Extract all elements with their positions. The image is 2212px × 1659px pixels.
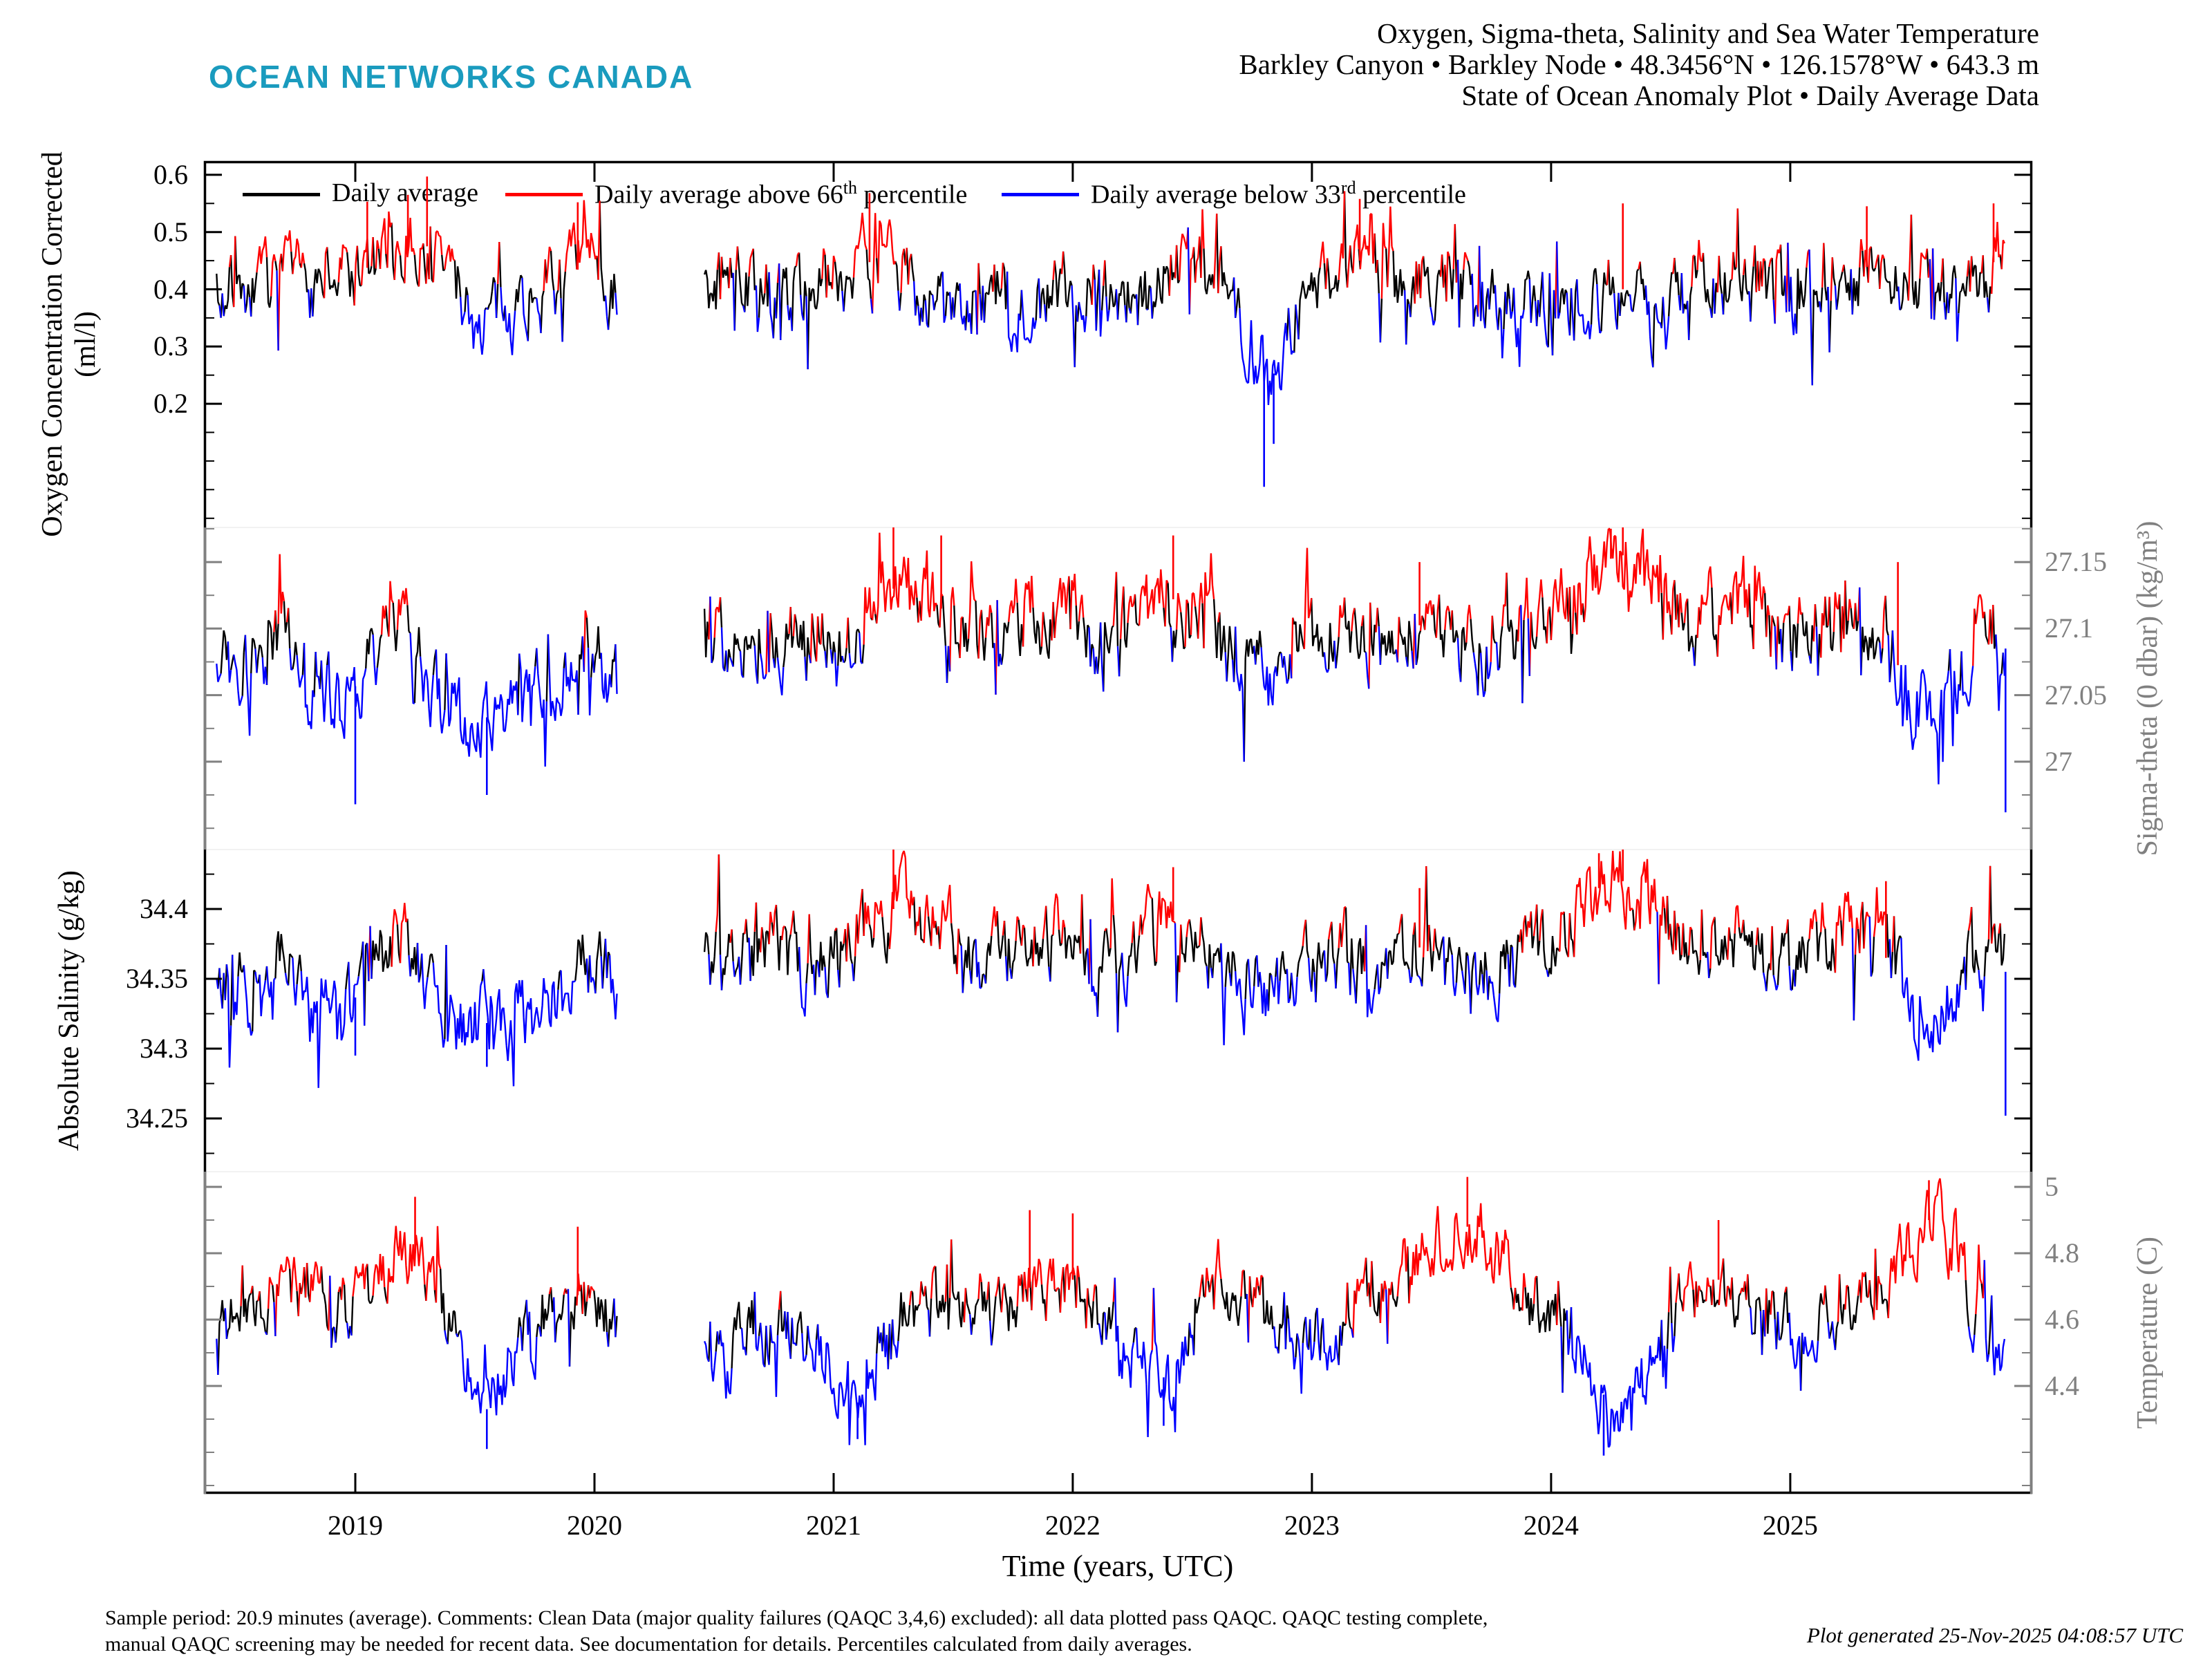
y-tick-label-temperature: 5 xyxy=(2045,1170,2059,1202)
y-tick-label-temperature: 4.6 xyxy=(2045,1303,2079,1335)
footer-line1: Sample period: 20.9 minutes (average). C… xyxy=(105,1606,1488,1629)
legend-label-daily-average: Daily average xyxy=(332,178,479,207)
x-tick-label-year: 2019 xyxy=(328,1510,383,1541)
x-axis-title: Time (years, UTC) xyxy=(1002,1549,1234,1583)
y-tick-label-sigma-theta: 27 xyxy=(2045,745,2072,777)
y-tick-label-sigma-theta: 27.05 xyxy=(2045,679,2107,711)
x-tick-label-year: 2023 xyxy=(1284,1510,1340,1541)
footer-comments: Sample period: 20.9 minutes (average). C… xyxy=(105,1605,1488,1658)
axis-title-temperature: Temperature (C) xyxy=(2132,1236,2164,1430)
plot-title-line1: Oxygen, Sigma-theta, Salinity and Sea Wa… xyxy=(1377,17,2039,49)
plot-generated-timestamp: Plot generated 25-Nov-2025 04:08:57 UTC xyxy=(1806,1623,2183,1647)
footer-line2: manual QAQC screening may be needed for … xyxy=(105,1633,1192,1656)
y-tick-label-salinity: 34.35 xyxy=(126,963,188,995)
y-tick-label-oxygen: 0.5 xyxy=(153,216,188,247)
axis-title-oxygen: Oxygen Concentration Corrected (ml/l) xyxy=(37,151,102,537)
y-tick-label-oxygen: 0.3 xyxy=(153,330,188,362)
y-tick-label-oxygen: 0.2 xyxy=(153,388,188,420)
y-tick-label-temperature: 4.8 xyxy=(2045,1237,2079,1268)
axis-title-salinity: Absolute Salinity (g/kg) xyxy=(53,870,85,1151)
y-tick-label-temperature: 4.4 xyxy=(2045,1369,2079,1401)
legend-label-above-percentile: Daily average above 66th percentile xyxy=(594,178,968,209)
plot-title-line3: State of Ocean Anomaly Plot • Daily Aver… xyxy=(1461,79,2039,111)
axis-title-sigma-theta: Sigma-theta (0 dbar) (kg/m³) xyxy=(2132,521,2164,856)
x-tick-label-year: 2022 xyxy=(1044,1510,1100,1541)
plot-title-line2: Barkley Canyon • Barkley Node • 48.3456°… xyxy=(1239,48,2039,80)
x-tick-label-year: 2020 xyxy=(566,1510,622,1541)
x-tick-label-year: 2025 xyxy=(1762,1510,1818,1541)
x-tick-label-year: 2021 xyxy=(805,1510,861,1541)
y-tick-label-salinity: 34.4 xyxy=(140,893,188,925)
legend-line-below-percentile xyxy=(1002,193,1079,196)
legend-label-below-percentile: Daily average below 33rd percentile xyxy=(1091,178,1466,209)
onc-logo: OCEAN NETWORKS CANADA xyxy=(209,59,694,95)
x-tick-label-year: 2024 xyxy=(1523,1510,1579,1541)
y-tick-label-salinity: 34.25 xyxy=(126,1103,188,1134)
legend-line-above-percentile xyxy=(505,193,583,196)
y-tick-label-sigma-theta: 27.15 xyxy=(2045,546,2107,578)
plot-title: Oxygen, Sigma-theta, Salinity and Sea Wa… xyxy=(1239,18,2039,111)
legend-line-daily-average xyxy=(243,193,320,196)
y-tick-label-sigma-theta: 27.1 xyxy=(2045,612,2093,644)
y-tick-label-oxygen: 0.6 xyxy=(153,158,188,190)
y-tick-label-salinity: 34.3 xyxy=(140,1033,188,1065)
y-tick-label-oxygen: 0.4 xyxy=(153,273,188,305)
